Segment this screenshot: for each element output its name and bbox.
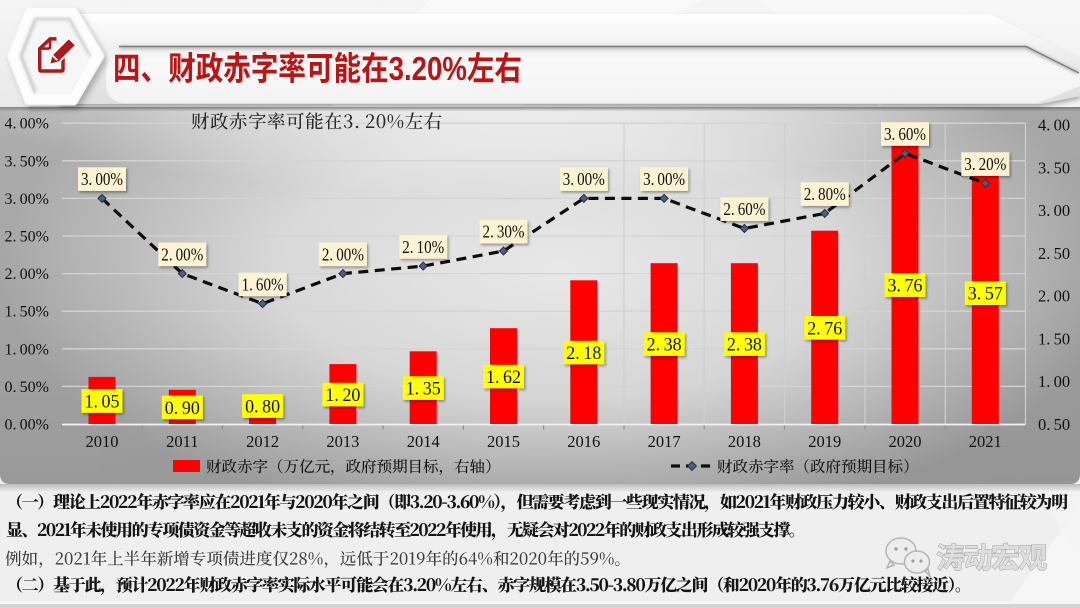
- svg-text:1. 35: 1. 35: [406, 379, 441, 400]
- svg-text:（二）基于此，预计2022年财政赤字率实际水平可能会在3.2: （二）基于此，预计2022年财政赤字率实际水平可能会在3.20%左右、赤字规模在…: [6, 571, 972, 596]
- svg-text:2011: 2011: [166, 432, 198, 451]
- svg-text:1. 20: 1. 20: [325, 385, 360, 406]
- svg-text:1. 62: 1. 62: [486, 367, 521, 388]
- svg-text:2020: 2020: [889, 432, 922, 451]
- svg-text:（一）理论上2022年赤字率应在2021年与2020年之间（: （一）理论上2022年赤字率应在2021年与2020年之间（即3.20-3.60…: [6, 488, 1068, 513]
- svg-text:2015: 2015: [487, 432, 520, 451]
- svg-text:2. 50: 2. 50: [1038, 244, 1070, 263]
- svg-text:2. 38: 2. 38: [727, 335, 762, 356]
- svg-text:1. 60%: 1. 60%: [242, 274, 284, 294]
- svg-text:2. 80%: 2. 80%: [804, 184, 846, 204]
- svg-text:2. 10%: 2. 10%: [402, 237, 444, 257]
- svg-text:2. 76: 2. 76: [807, 318, 842, 339]
- svg-text:3. 00%: 3. 00%: [643, 169, 685, 189]
- svg-text:1. 05: 1. 05: [85, 392, 120, 413]
- svg-text:3. 57: 3. 57: [968, 284, 1003, 305]
- svg-text:2. 00: 2. 00: [1038, 287, 1070, 306]
- svg-text:财政赤字（万亿元，政府预期目标，右轴）: 财政赤字（万亿元，政府预期目标，右轴）: [206, 455, 501, 477]
- svg-text:3. 20%: 3. 20%: [964, 154, 1006, 174]
- svg-text:1. 50%: 1. 50%: [4, 304, 49, 321]
- svg-text:0. 50: 0. 50: [1038, 415, 1070, 434]
- svg-text:0. 80: 0. 80: [245, 397, 280, 418]
- svg-text:财政赤字率（政府预期目标）: 财政赤字率（政府预期目标）: [717, 455, 919, 477]
- svg-text:2018: 2018: [728, 432, 761, 451]
- svg-text:3. 50%: 3. 50%: [4, 153, 49, 170]
- svg-text:1. 50: 1. 50: [1038, 329, 1070, 348]
- svg-text:四、财政赤字率可能在3.20%左右: 四、财政赤字率可能在3.20%左右: [113, 42, 522, 90]
- svg-text:0. 00%: 0. 00%: [4, 417, 49, 434]
- svg-text:3. 00: 3. 00: [1038, 201, 1070, 220]
- svg-text:3. 60%: 3. 60%: [884, 124, 926, 144]
- svg-text:4. 00: 4. 00: [1038, 116, 1070, 135]
- svg-text:涛动宏观: 涛动宏观: [936, 535, 1048, 577]
- svg-text:显、2021年未使用的专项债资金等超收未支的资金将结转至20: 显、2021年未使用的专项债资金等超收未支的资金将结转至2022年使用，无疑会对…: [6, 516, 806, 541]
- svg-text:2010: 2010: [86, 432, 119, 451]
- svg-text:例如，2021年上半年新增专项债进度仅28%，远低于2019: 例如，2021年上半年新增专项债进度仅28%，远低于2019年的64%和2020…: [5, 546, 631, 570]
- svg-text:2. 00%: 2. 00%: [322, 244, 364, 264]
- svg-text:2013: 2013: [326, 432, 359, 451]
- svg-text:3. 00%: 3. 00%: [81, 169, 123, 189]
- svg-text:3. 00%: 3. 00%: [4, 191, 49, 208]
- svg-text:财政赤字率可能在3. 20%左右: 财政赤字率可能在3. 20%左右: [191, 108, 443, 134]
- svg-text:2014: 2014: [407, 432, 440, 451]
- svg-text:1. 00%: 1. 00%: [4, 341, 49, 358]
- svg-text:2. 50%: 2. 50%: [4, 229, 49, 246]
- svg-text:0. 90: 0. 90: [165, 398, 200, 419]
- svg-text:2021: 2021: [969, 432, 1002, 451]
- svg-text:4. 00%: 4. 00%: [4, 116, 49, 133]
- svg-text:2019: 2019: [808, 432, 841, 451]
- svg-text:2012: 2012: [246, 432, 279, 451]
- svg-text:2017: 2017: [648, 432, 681, 451]
- svg-text:2. 38: 2. 38: [647, 335, 682, 356]
- svg-text:0. 50%: 0. 50%: [4, 379, 49, 396]
- svg-text:3. 00%: 3. 00%: [563, 169, 605, 189]
- svg-text:3. 50: 3. 50: [1038, 158, 1070, 177]
- svg-text:2. 00%: 2. 00%: [4, 266, 49, 283]
- svg-text:2. 18: 2. 18: [566, 343, 601, 364]
- svg-text:2. 00%: 2. 00%: [161, 244, 203, 264]
- svg-text:1. 00: 1. 00: [1038, 372, 1070, 391]
- svg-text:2. 30%: 2. 30%: [483, 222, 525, 242]
- svg-text:2. 60%: 2. 60%: [723, 199, 765, 219]
- svg-text:3. 76: 3. 76: [888, 276, 923, 297]
- svg-text:2016: 2016: [567, 432, 600, 451]
